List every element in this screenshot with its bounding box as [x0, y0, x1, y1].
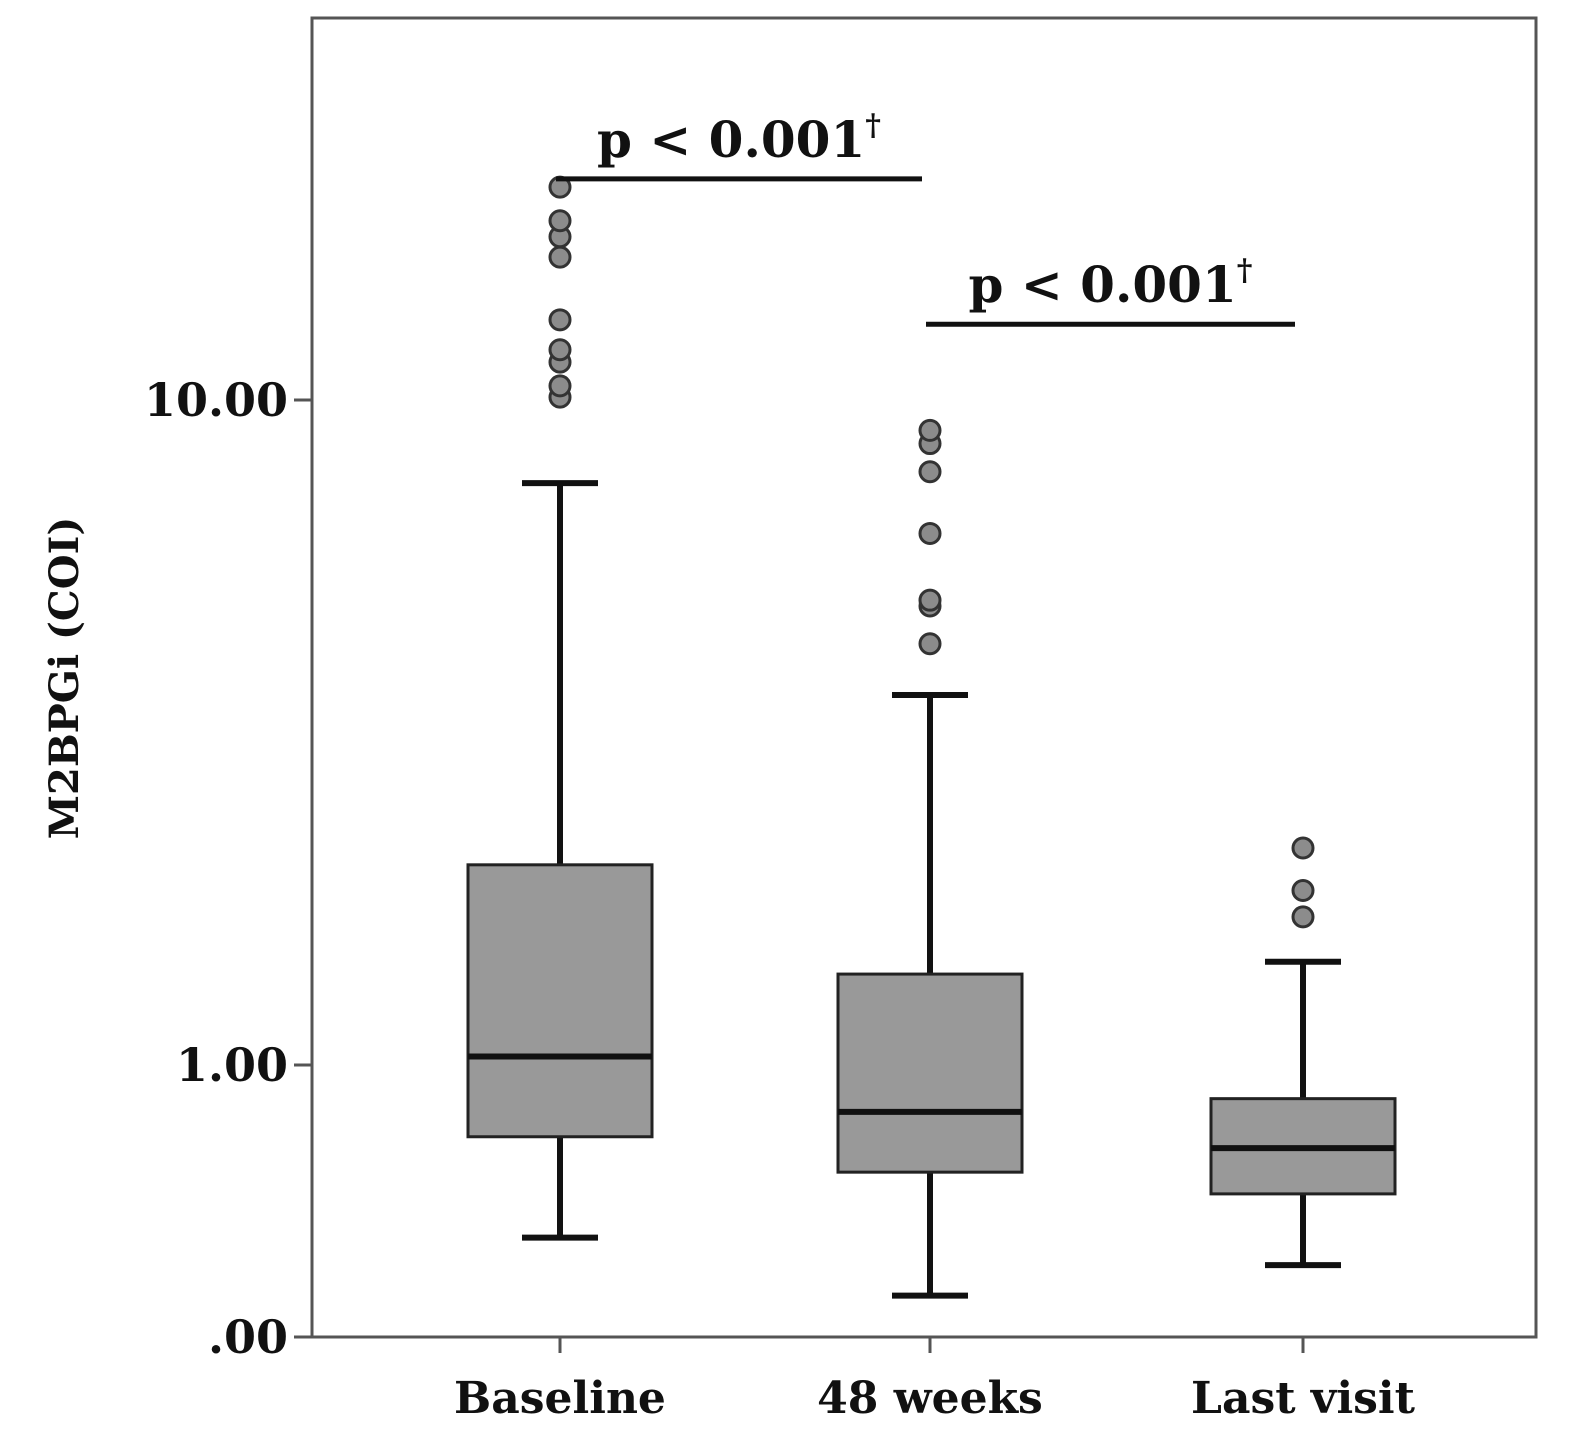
x-tick-label-0: Baseline [454, 1373, 666, 1424]
outlier-2-0 [1291, 905, 1315, 929]
outlier-1-3 [918, 521, 942, 545]
outlier-2-1 [1291, 878, 1315, 902]
dagger-superscript-1: † [1237, 253, 1253, 288]
outlier-2-2 [1291, 836, 1315, 860]
y-axis-label: M2BPGi (COI) [41, 517, 88, 840]
outlier-1-2 [918, 588, 942, 612]
x-tick-label-1: 48 weeks [817, 1373, 1043, 1424]
outlier-0-4 [548, 308, 572, 332]
outlier-0-5 [548, 245, 572, 269]
significance-label-1: p < 0.001† [969, 253, 1253, 314]
y-tick-label-2: 10.00 [144, 373, 288, 427]
outlier-0-3 [548, 338, 572, 362]
outlier-1-0 [918, 632, 942, 656]
outlier-1-6 [918, 418, 942, 442]
outlier-0-7 [548, 209, 572, 233]
box-0 [466, 863, 654, 1139]
y-tick-label-1: 1.00 [176, 1038, 288, 1092]
significance-label-0: p < 0.001† [597, 108, 881, 169]
box-1 [836, 972, 1024, 1174]
outlier-0-1 [548, 374, 572, 398]
dagger-superscript-0: † [865, 108, 881, 143]
y-tick-label-0: .00 [208, 1310, 288, 1364]
x-tick-label-2: Last visit [1191, 1373, 1416, 1424]
outlier-1-4 [918, 460, 942, 484]
